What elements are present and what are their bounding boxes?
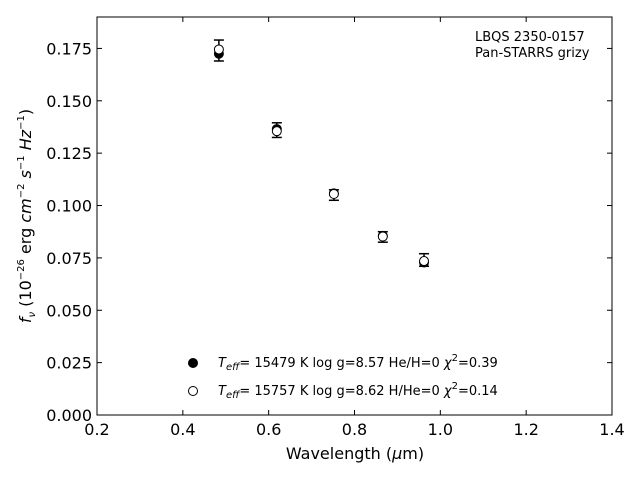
y-axis-title: fν (10−26 erg cm−2 s−1 Hz−1) <box>16 109 38 323</box>
legend-entry-2: Teff= 15757 K log g=8.62 H/He=0 χ2=0.14 <box>218 381 498 401</box>
x-tick-label: 0.6 <box>256 420 281 439</box>
y-tick-label: 0.050 <box>46 301 92 320</box>
y-tick-label: 0.075 <box>46 249 92 268</box>
y-tick-label: 0.100 <box>46 197 92 216</box>
x-tick-label: 1.4 <box>599 420 624 439</box>
x-tick-label: 1.0 <box>428 420 453 439</box>
data-point-open <box>328 189 339 200</box>
data-point-open <box>271 126 282 137</box>
annotation-survey: Pan-STARRS grizy <box>475 46 590 61</box>
error-bars <box>213 39 430 268</box>
data-point-open <box>213 44 224 55</box>
y-axis-ticks: 0.000 0.025 0.050 0.075 0.100 0.125 0.150 0.175 <box>46 39 612 425</box>
y-tick-label: 0.000 <box>46 406 92 425</box>
legend-entry-1: Teff= 15479 K log g=8.57 He/H=0 χ2=0.39 <box>218 353 498 373</box>
x-axis-title: Wavelength (μm) <box>286 444 424 463</box>
x-tick-label: 0.4 <box>170 420 195 439</box>
legend: Teff= 15479 K log g=8.57 He/H=0 χ2=0.39 … <box>188 353 498 401</box>
legend-marker-filled <box>188 358 198 368</box>
annotation-object: LBQS 2350-0157 <box>475 30 585 45</box>
x-tick-label: 0.2 <box>84 420 109 439</box>
y-tick-label: 0.125 <box>46 144 92 163</box>
y-tick-label: 0.025 <box>46 354 92 373</box>
y-tick-label: 0.175 <box>46 39 92 58</box>
data-point-open <box>377 231 388 242</box>
x-tick-label: 0.8 <box>342 420 367 439</box>
x-axis-ticks: 0.2 0.4 0.6 0.8 1.0 1.2 1.4 <box>84 17 625 439</box>
data-point-open <box>419 256 430 267</box>
y-tick-label: 0.150 <box>46 92 92 111</box>
legend-marker-open <box>188 386 198 396</box>
data-points <box>213 44 430 268</box>
x-tick-label: 1.2 <box>513 420 538 439</box>
